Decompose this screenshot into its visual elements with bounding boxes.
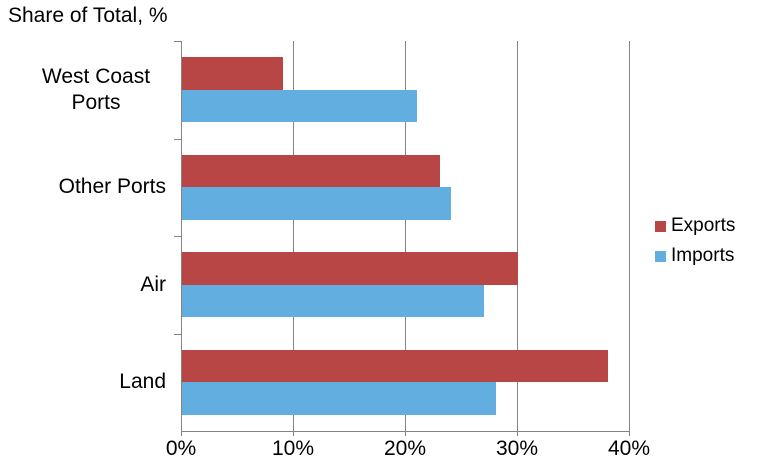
category-row: [182, 41, 630, 139]
x-tick-label: 20%: [383, 437, 427, 460]
category-label-text: West Coast Ports: [41, 64, 151, 114]
gridline: [293, 41, 294, 431]
gridline: [629, 41, 630, 431]
category-label-text: Air: [140, 272, 166, 296]
x-tick-label: 40%: [607, 437, 651, 460]
exports-swatch: [655, 220, 666, 232]
legend-label: Imports: [671, 244, 735, 266]
x-axis-tick: [517, 431, 518, 436]
bar-imports: [182, 187, 451, 220]
category-label: Air: [0, 236, 166, 334]
x-axis-tick: [405, 431, 406, 436]
y-axis-tick: [174, 138, 182, 140]
category-row: [182, 139, 630, 237]
legend-entry: Exports: [655, 215, 735, 238]
x-tick-label: 0%: [165, 437, 197, 460]
bar-imports: [182, 382, 496, 415]
bar-imports: [182, 89, 418, 123]
bar-exports: [182, 252, 518, 285]
bar-imports: [182, 284, 485, 318]
y-axis-tick: [174, 41, 182, 42]
y-axis-tick: [174, 333, 182, 335]
chart-title: Share of Total, %: [8, 4, 168, 27]
bar-exports: [182, 57, 283, 90]
legend: Exports Imports: [655, 215, 735, 275]
category-row: [182, 334, 630, 432]
bar-exports: [182, 349, 608, 383]
legend-entry: Imports: [655, 245, 735, 268]
imports-swatch: [655, 250, 666, 262]
x-axis-tick: [629, 431, 630, 436]
gridline: [405, 41, 406, 431]
y-axis-tick: [174, 236, 182, 237]
legend-label: Exports: [671, 215, 736, 236]
category-label: West Coast Ports: [0, 41, 166, 139]
category-label: Land: [0, 334, 166, 432]
x-tick-label: 10%: [271, 437, 315, 460]
gridline: [517, 41, 518, 431]
category-label-text: Other Ports: [58, 175, 166, 199]
x-tick-label: 30%: [495, 437, 539, 460]
bar-exports: [182, 154, 440, 188]
category-label: Other Ports: [0, 139, 166, 237]
x-axis-tick: [181, 431, 182, 436]
category-label-text: Land: [119, 370, 166, 394]
category-row: [182, 236, 630, 334]
x-axis-tick: [293, 431, 294, 436]
plot-area: [174, 41, 630, 436]
